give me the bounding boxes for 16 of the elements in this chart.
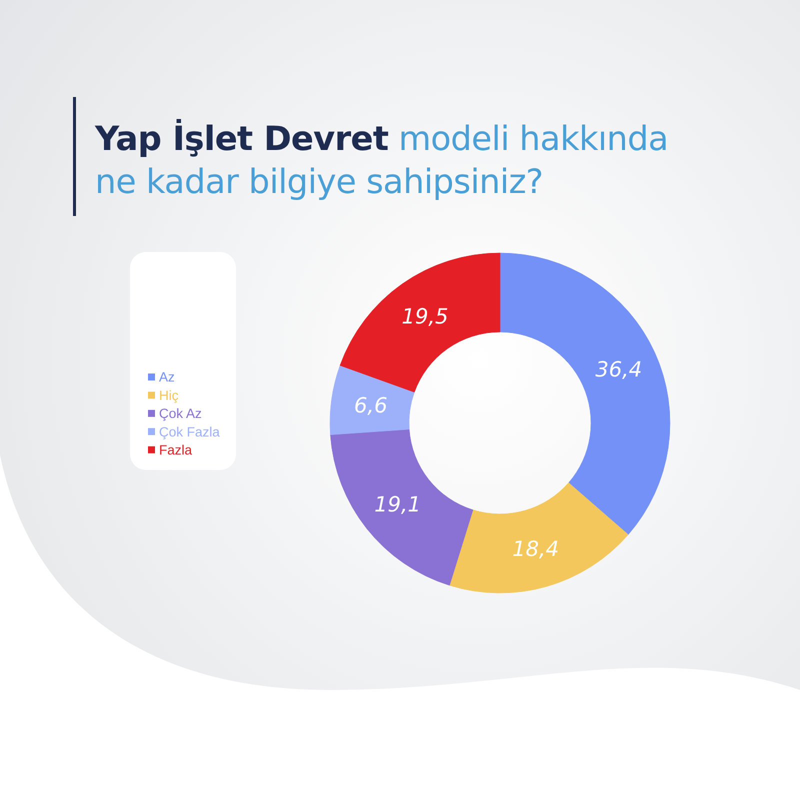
chart-title: Yap İşlet Devret modeli hakkında ne kadar bilgiye sahipsiniz? <box>95 119 668 201</box>
data-label: 36,4 <box>595 357 642 382</box>
data-label: 6,6 <box>354 393 388 418</box>
data-label: 18,4 <box>512 536 560 561</box>
donut-slice <box>330 365 415 435</box>
donut-slice <box>330 429 474 586</box>
legend-label: Az <box>159 370 176 385</box>
legend-label: Fazla <box>159 442 193 458</box>
data-label: 19,5 <box>402 304 448 329</box>
legend-label: Çok Az <box>159 406 202 422</box>
donut-slice <box>500 252 670 535</box>
legend-label: Hiç <box>159 388 179 403</box>
donut-slice <box>340 252 500 392</box>
data-label: 19,1 <box>374 492 422 516</box>
legend-label: Çok Fazla <box>159 424 220 440</box>
donut-slice <box>449 482 628 594</box>
